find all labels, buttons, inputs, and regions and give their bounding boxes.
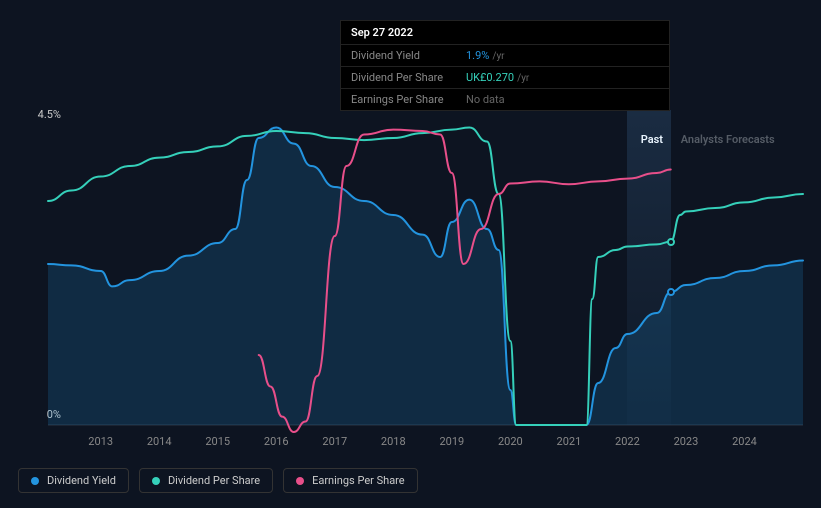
x-tick: 2013	[88, 435, 113, 448]
x-axis: 2013 2014 2015 2016 2017 2018 2019 2020 2021 2022…	[48, 435, 803, 455]
legend-label: Earnings Per Share	[312, 474, 405, 487]
legend: Dividend Yield Dividend Per Share Earnin…	[18, 468, 418, 493]
tooltip-value: UK£0.270	[466, 71, 514, 84]
tooltip-unit: /yr	[492, 51, 504, 62]
x-tick: 2014	[147, 435, 172, 448]
marker-dividend-yield	[667, 288, 675, 296]
tooltip-row: Earnings Per Share No data	[341, 89, 669, 110]
chart-svg	[48, 110, 803, 425]
legend-dot-icon	[296, 477, 304, 485]
tooltip-key: Dividend Yield	[351, 49, 466, 62]
legend-dot-icon	[31, 477, 39, 485]
tooltip: Sep 27 2022 Dividend Yield 1.9% /yr Divi…	[340, 20, 670, 111]
tooltip-row: Dividend Per Share UK£0.270 /yr	[341, 67, 669, 89]
tooltip-unit: /yr	[517, 73, 529, 84]
x-tick: 2021	[557, 435, 582, 448]
legend-item-dividend-yield[interactable]: Dividend Yield	[18, 468, 129, 493]
chart-area[interactable]	[48, 110, 803, 425]
x-tick: 2022	[615, 435, 640, 448]
x-tick: 2018	[381, 435, 406, 448]
tooltip-row: Dividend Yield 1.9% /yr	[341, 45, 669, 67]
x-tick: 2019	[439, 435, 464, 448]
x-tick: 2017	[322, 435, 347, 448]
legend-item-dividend-per-share[interactable]: Dividend Per Share	[139, 468, 273, 493]
marker-dividend-per-share	[667, 238, 675, 246]
tooltip-key: Earnings Per Share	[351, 93, 466, 106]
legend-dot-icon	[152, 477, 160, 485]
legend-item-earnings-per-share[interactable]: Earnings Per Share	[283, 468, 418, 493]
tooltip-value: 1.9%	[466, 49, 489, 62]
x-tick: 2020	[498, 435, 523, 448]
legend-label: Dividend Per Share	[168, 474, 260, 487]
x-tick: 2015	[205, 435, 230, 448]
tooltip-date: Sep 27 2022	[341, 21, 669, 45]
x-tick: 2016	[264, 435, 289, 448]
tooltip-key: Dividend Per Share	[351, 71, 466, 84]
x-tick: 2024	[732, 435, 757, 448]
tooltip-value: No data	[466, 93, 505, 106]
x-tick: 2023	[674, 435, 699, 448]
legend-label: Dividend Yield	[47, 474, 116, 487]
